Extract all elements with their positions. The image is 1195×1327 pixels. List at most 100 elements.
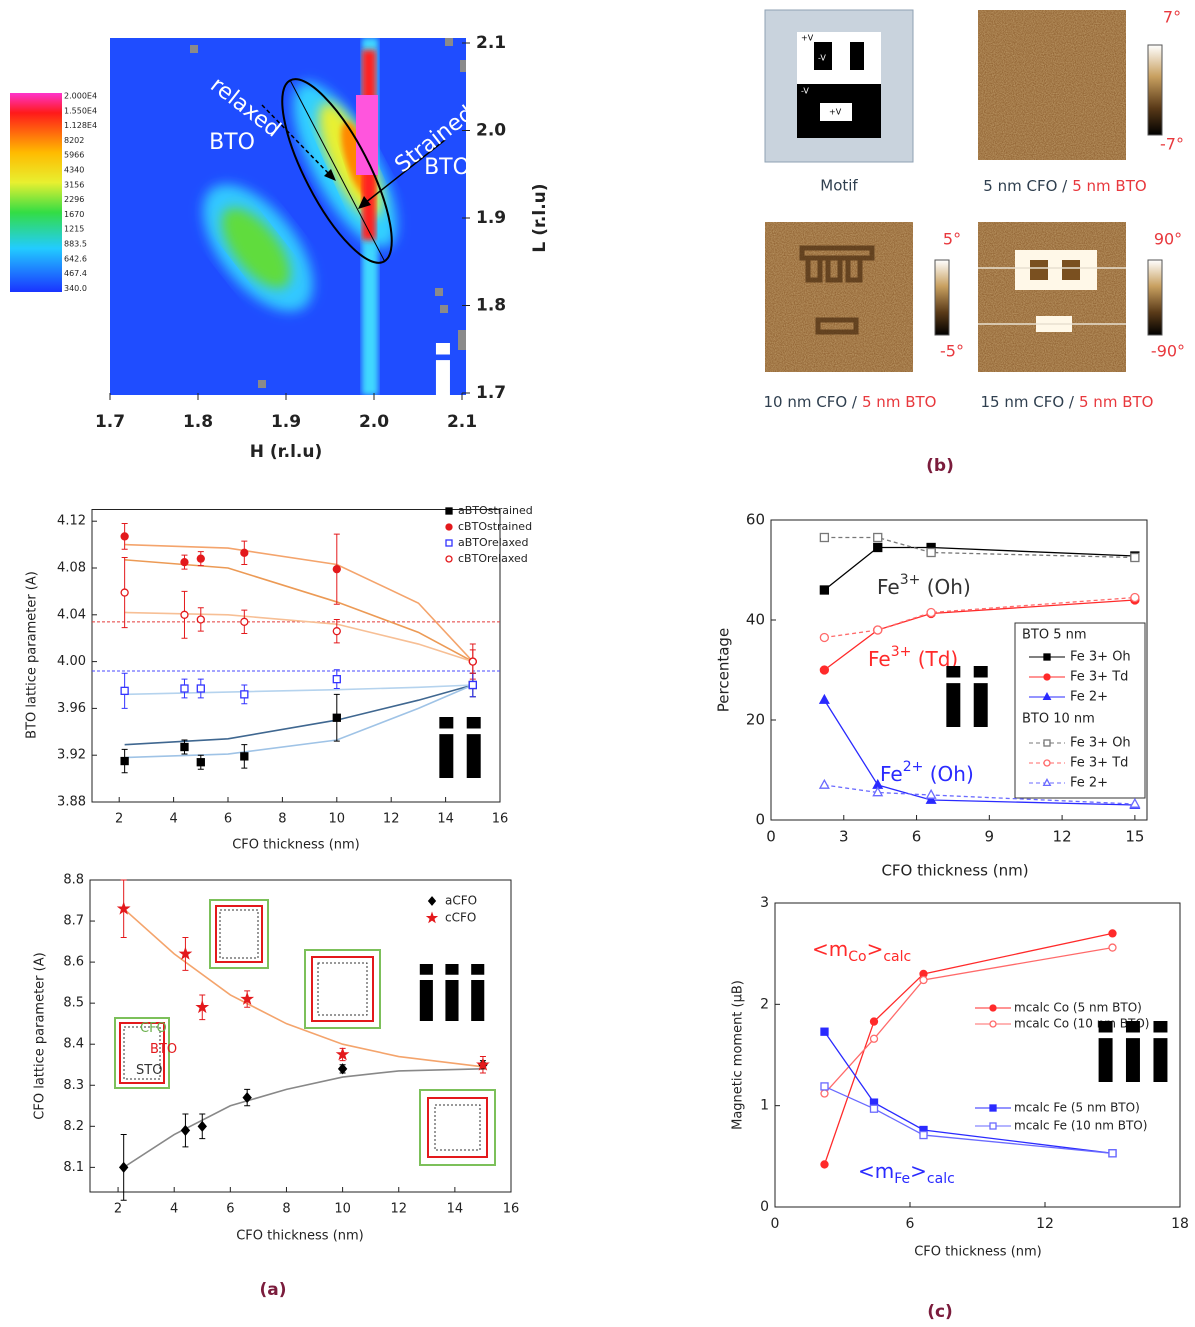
marker xyxy=(332,675,341,684)
marker xyxy=(873,625,883,635)
x-tick-label: 2.0 xyxy=(359,412,389,432)
marker xyxy=(476,1057,490,1071)
y-tick-label: 3.92 xyxy=(57,748,86,763)
legend-label: aBTOstrained xyxy=(458,504,533,517)
scale-max: 90° xyxy=(1154,230,1182,249)
series-line xyxy=(824,784,1135,805)
marker xyxy=(989,1104,997,1112)
marker xyxy=(196,554,205,563)
marker xyxy=(820,1089,829,1098)
marker xyxy=(468,657,477,666)
marker xyxy=(445,507,453,515)
colorbar-label: 1670 xyxy=(64,210,84,219)
marker xyxy=(337,1063,348,1075)
y-tick-label: 3.88 xyxy=(57,795,86,810)
legend-label: cBTOrelaxed xyxy=(458,552,528,565)
legend-label: cCFO xyxy=(445,911,476,925)
marker xyxy=(819,665,830,675)
marker xyxy=(1043,653,1051,661)
marker xyxy=(1043,673,1051,681)
x-tick-label: 16 xyxy=(503,1202,520,1217)
x-tick-label: 8 xyxy=(278,812,286,827)
legend-title: BTO 5 nm xyxy=(1022,628,1087,643)
annotation: iii xyxy=(1092,1008,1174,1101)
marker xyxy=(240,752,249,761)
series-line xyxy=(824,596,1135,639)
marker xyxy=(120,532,129,541)
annotation-part: Fe xyxy=(877,575,900,599)
legend-label: Fe 3+ Oh xyxy=(1070,650,1131,665)
series-line xyxy=(823,699,1135,806)
marker xyxy=(195,1000,210,1014)
x-tick-label: 0 xyxy=(766,828,776,846)
marker xyxy=(1108,929,1117,938)
colorbar-label: 5966 xyxy=(64,151,84,160)
motif-image xyxy=(764,9,914,163)
x-tick-label: 14 xyxy=(437,812,454,827)
annotation-part: <m xyxy=(858,1159,894,1183)
legend-label: mcalc Fe (10 nm BTO) xyxy=(1014,1119,1147,1133)
marker xyxy=(240,548,249,557)
marker xyxy=(240,690,249,699)
annotation: <mCo>calc xyxy=(812,937,911,966)
x-axis-label: CFO thickness (nm) xyxy=(236,1229,364,1244)
annotation: CFO xyxy=(140,1021,167,1036)
fit-curve xyxy=(124,684,473,696)
x-tick-label: 6 xyxy=(906,1216,915,1232)
marker xyxy=(989,1122,997,1130)
marker xyxy=(468,680,477,690)
marker xyxy=(989,1020,997,1028)
x-tick-label: 12 xyxy=(1036,1216,1054,1232)
x-tick-label: 6 xyxy=(224,812,232,827)
x-tick-label: 4 xyxy=(170,1202,178,1217)
caption-cfo: 15 nm CFO / xyxy=(981,393,1075,411)
marker xyxy=(180,558,189,567)
panel-label: (b) xyxy=(926,456,954,476)
marker xyxy=(818,778,830,789)
annotation-part: i xyxy=(429,330,456,423)
annotation-part: iii xyxy=(1092,1008,1174,1101)
annotation: BTO xyxy=(209,130,255,155)
annotation-part: Co xyxy=(848,949,866,965)
marker xyxy=(1042,692,1052,701)
colorbar-label: 642.6 xyxy=(64,254,87,263)
plot-frame xyxy=(770,519,1148,821)
panel-label: (c) xyxy=(927,1302,953,1322)
annotation: BTO xyxy=(424,155,470,180)
y-tick-label: 1.7 xyxy=(476,383,506,403)
marker xyxy=(818,693,830,704)
colorbar-label: 340.0 xyxy=(64,284,87,293)
voltage: -V xyxy=(801,87,809,96)
annotation-part: Fe xyxy=(868,647,891,671)
scale-min: -7° xyxy=(1160,135,1184,154)
annotation: <mFe>calc xyxy=(858,1159,955,1188)
annotation: Fe3+ (Oh) xyxy=(877,572,971,599)
legend-label: Fe 3+ Td xyxy=(1070,670,1128,685)
colorbar xyxy=(10,93,62,292)
annotation-part: ii xyxy=(433,704,488,797)
marker xyxy=(240,991,255,1005)
x-tick-label: 15 xyxy=(1125,828,1144,846)
legend-title: BTO 10 nm xyxy=(1022,712,1095,727)
caption-cfo: 5 nm CFO / xyxy=(983,177,1068,195)
x-tick-label: 8 xyxy=(282,1202,290,1217)
x-tick-label: 12 xyxy=(383,812,400,827)
voltage: +V xyxy=(829,108,842,117)
x-tick-label: 12 xyxy=(390,1202,407,1217)
marker xyxy=(926,607,936,618)
schematics xyxy=(114,899,496,1166)
legend-label: Fe 2+ xyxy=(1070,776,1108,791)
marker xyxy=(332,565,341,574)
x-tick-label: 10 xyxy=(334,1202,351,1217)
legend-label: aBTOrelaxed xyxy=(458,536,528,549)
marker xyxy=(196,615,205,624)
x-axis-label: CFO thickness (nm) xyxy=(232,838,360,853)
marker xyxy=(335,1047,350,1061)
x-tick-label: 10 xyxy=(329,812,346,827)
annotation-part: 3+ xyxy=(891,644,912,660)
legend-label: Fe 2+ xyxy=(1070,690,1108,705)
marker xyxy=(332,713,341,722)
colorbar-label: 4340 xyxy=(64,166,84,175)
